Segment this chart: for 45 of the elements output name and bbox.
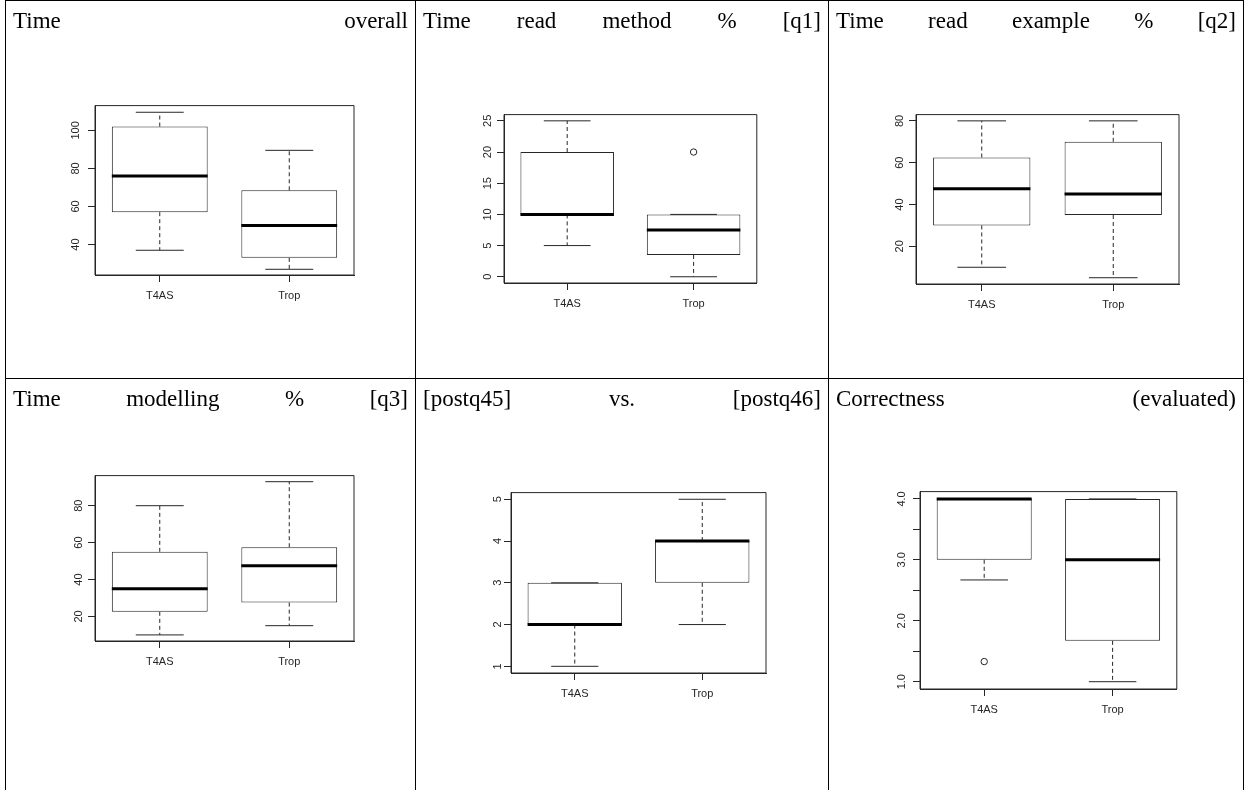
y-tick-label: 5: [480, 242, 493, 249]
y-tick-label: 1.0: [895, 674, 908, 690]
chart-title: Correctness (evaluated): [836, 385, 1236, 413]
x-tick-label: T4AS: [145, 654, 174, 667]
x-tick-label: Trop: [278, 654, 301, 667]
chart-title: Time read method % [q1]: [423, 7, 821, 35]
y-tick-label: 25: [480, 114, 493, 127]
y-tick-label: 10: [480, 208, 493, 221]
y-tick-label: 40: [71, 573, 84, 586]
y-tick-label: 60: [68, 200, 81, 213]
x-tick-label: Trop: [278, 288, 301, 301]
y-tick-label: 60: [71, 536, 84, 549]
y-tick-label: 3.0: [895, 552, 908, 568]
x-tick-label: Trop: [1102, 297, 1125, 310]
y-tick-label: 2: [490, 621, 503, 628]
x-tick-label: Trop: [1101, 702, 1124, 715]
y-tick-label: 80: [68, 162, 81, 175]
y-tick-label: 20: [892, 240, 905, 253]
x-tick-label: T4AS: [560, 686, 589, 699]
y-tick-label: 1: [490, 663, 503, 670]
y-tick-label: 20: [71, 610, 84, 623]
y-tick-label: 3: [490, 579, 503, 586]
y-tick-label: 4: [490, 537, 503, 545]
chart-title: Time read example % [q2]: [836, 7, 1236, 35]
y-tick-label: 15: [480, 177, 493, 190]
y-tick-label: 2.0: [895, 613, 908, 629]
x-tick-label: T4AS: [145, 288, 174, 301]
y-tick-label: 80: [892, 114, 905, 127]
y-tick-label: 80: [71, 499, 84, 512]
y-tick-label: 5: [490, 496, 503, 503]
y-tick-label: 60: [892, 156, 905, 169]
y-tick-label: 0: [480, 273, 493, 280]
chart-title: Time overall: [13, 7, 408, 35]
x-tick-label: T4AS: [553, 296, 581, 309]
y-tick-label: 100: [68, 121, 81, 140]
y-tick-label: 20: [480, 145, 493, 159]
x-tick-label: T4AS: [967, 297, 996, 310]
chart-title: Time modelling % [q3]: [13, 385, 408, 413]
y-tick-label: 40: [892, 198, 905, 211]
y-tick-label: 40: [68, 238, 81, 251]
x-tick-label: Trop: [682, 296, 705, 309]
chart-title: [postq45] vs. [postq46]: [423, 385, 821, 413]
x-tick-label: T4AS: [970, 702, 998, 715]
x-tick-label: Trop: [691, 686, 714, 699]
y-tick-label: 4.0: [895, 491, 908, 507]
